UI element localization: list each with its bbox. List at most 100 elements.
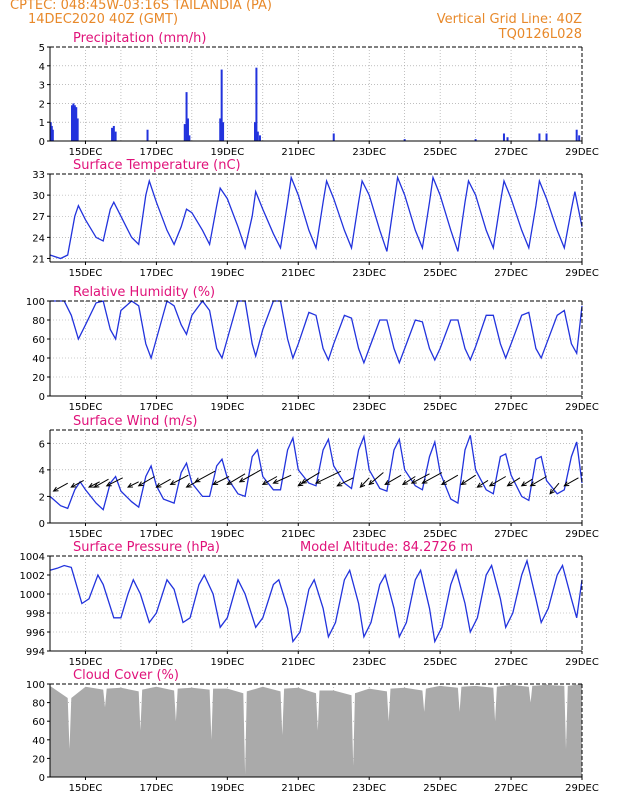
precip-bar bbox=[50, 125, 53, 141]
precip-bar bbox=[255, 67, 258, 141]
precip-bar bbox=[188, 135, 191, 141]
y-tick-label: 24 bbox=[32, 233, 45, 244]
x-tick-label: 17DEC bbox=[140, 529, 174, 540]
wind-arrow bbox=[461, 474, 476, 485]
x-tick-label: 17DEC bbox=[140, 657, 174, 668]
wind-arrow bbox=[71, 480, 84, 488]
y-tick-label: 80 bbox=[32, 699, 45, 710]
wind-arrow bbox=[127, 481, 139, 488]
precip-bar bbox=[222, 122, 225, 141]
wind-arrow bbox=[170, 474, 189, 485]
y-tick-label: 0 bbox=[39, 519, 45, 530]
panel-cloud bbox=[47, 683, 583, 780]
precip-bar bbox=[49, 122, 52, 141]
wind-arrow-head bbox=[93, 482, 100, 488]
wind-arrow-head bbox=[261, 480, 268, 486]
x-tick-label: 23DEC bbox=[352, 657, 386, 668]
header-location: CPTEC: 048:45W-03:16S TAILANDIA (PA) bbox=[10, 0, 272, 13]
y-tick-label: 21 bbox=[32, 254, 45, 265]
x-tick-label: 19DEC bbox=[210, 783, 244, 794]
y-tick-label: 1004 bbox=[20, 552, 45, 563]
y-tick-label: 27 bbox=[32, 212, 45, 223]
y-tick-label: 0 bbox=[39, 137, 45, 148]
precip-bar bbox=[219, 118, 222, 141]
x-tick-label: 15DEC bbox=[69, 657, 103, 668]
wind-arrow-head bbox=[359, 482, 366, 488]
wind-arrow bbox=[138, 476, 155, 487]
x-tick-label: 23DEC bbox=[352, 402, 386, 413]
y-tick-label: 100 bbox=[26, 297, 45, 308]
precip-bar bbox=[220, 69, 223, 141]
x-tick-label: 25DEC bbox=[423, 529, 457, 540]
precip-bar bbox=[76, 118, 79, 141]
panel-title-wind: Surface Wind (m/s) bbox=[73, 414, 197, 429]
y-tick-label: 80 bbox=[32, 316, 45, 327]
precip-bar bbox=[186, 118, 189, 141]
panel-rh bbox=[47, 299, 583, 399]
wind-arrow-head bbox=[70, 482, 77, 488]
x-tick-label: 23DEC bbox=[352, 147, 386, 158]
x-tick-label: 25DEC bbox=[423, 147, 457, 158]
x-tick-label: 21DEC bbox=[281, 402, 315, 413]
precip-bar bbox=[112, 125, 115, 141]
precip-bar bbox=[578, 135, 581, 141]
x-tick-label: 15DEC bbox=[69, 529, 103, 540]
precip-bar bbox=[538, 133, 541, 141]
wind-arrow-head bbox=[126, 482, 134, 488]
wind-arrow-head bbox=[105, 481, 112, 487]
panel-title-rh: Relative Humidity (%) bbox=[73, 285, 215, 300]
precip-bar bbox=[111, 127, 114, 141]
x-tick-label: 29DEC bbox=[565, 147, 599, 158]
x-tick-label: 25DEC bbox=[423, 783, 457, 794]
x-tick-label: 19DEC bbox=[210, 402, 244, 413]
wind-arrow-head bbox=[520, 481, 527, 487]
precip-bar bbox=[183, 124, 186, 141]
y-tick-label: 60 bbox=[32, 717, 45, 728]
x-tick-label: 25DEC bbox=[423, 657, 457, 668]
x-tick-label: 17DEC bbox=[140, 402, 174, 413]
header-grid-note: Vertical Grid Line: 40Z bbox=[436, 12, 582, 27]
wind-arrow bbox=[411, 473, 430, 484]
wind-arrow bbox=[549, 482, 560, 495]
precip-bar bbox=[506, 137, 509, 141]
panel-wind bbox=[47, 429, 583, 526]
panel-pressure bbox=[47, 555, 583, 654]
wind-arrow bbox=[521, 478, 533, 487]
precip-bar bbox=[403, 139, 406, 141]
wind-arrow-head bbox=[194, 477, 201, 483]
wind-arrow-head bbox=[476, 482, 483, 488]
y-tick-label: 6 bbox=[39, 439, 45, 450]
x-tick-label: 21DEC bbox=[281, 657, 315, 668]
wind-arrow bbox=[402, 476, 416, 485]
panel-title-pressure: Surface Pressure (hPa) bbox=[73, 540, 220, 555]
x-tick-label: 27DEC bbox=[494, 402, 528, 413]
wind-arrow bbox=[195, 470, 216, 483]
wind-arrow bbox=[212, 476, 230, 485]
wind-arrow bbox=[359, 477, 370, 488]
x-tick-label: 19DEC bbox=[210, 529, 244, 540]
y-tick-label: 0 bbox=[39, 392, 45, 403]
x-tick-label: 19DEC bbox=[210, 268, 244, 279]
wind-arrow bbox=[441, 474, 459, 485]
x-tick-label: 29DEC bbox=[565, 268, 599, 279]
precip-bar bbox=[474, 139, 477, 141]
y-tick-label: 33 bbox=[32, 170, 45, 181]
x-tick-label: 27DEC bbox=[494, 529, 528, 540]
y-tick-label: 2 bbox=[39, 492, 45, 503]
wind-arrow-head bbox=[52, 486, 59, 492]
wind-arrow-head bbox=[314, 478, 322, 484]
y-tick-label: 998 bbox=[26, 609, 45, 620]
wind-arrow-head bbox=[563, 481, 570, 487]
wind-arrow-head bbox=[368, 479, 375, 486]
header-run-date: 14DEC2020 40Z (GMT) bbox=[28, 12, 179, 27]
wind-arrow bbox=[239, 469, 262, 483]
wind-arrow-head bbox=[549, 488, 555, 495]
wind-arrow-head bbox=[488, 481, 495, 487]
wind-arrow bbox=[368, 472, 384, 485]
temp-series-line bbox=[49, 175, 583, 260]
y-tick-label: 30 bbox=[32, 191, 45, 202]
wind-arrow bbox=[273, 474, 292, 484]
precip-bar bbox=[72, 103, 75, 141]
panel-title-precip: Precipitation (mm/h) bbox=[73, 31, 206, 46]
x-tick-label: 23DEC bbox=[352, 529, 386, 540]
